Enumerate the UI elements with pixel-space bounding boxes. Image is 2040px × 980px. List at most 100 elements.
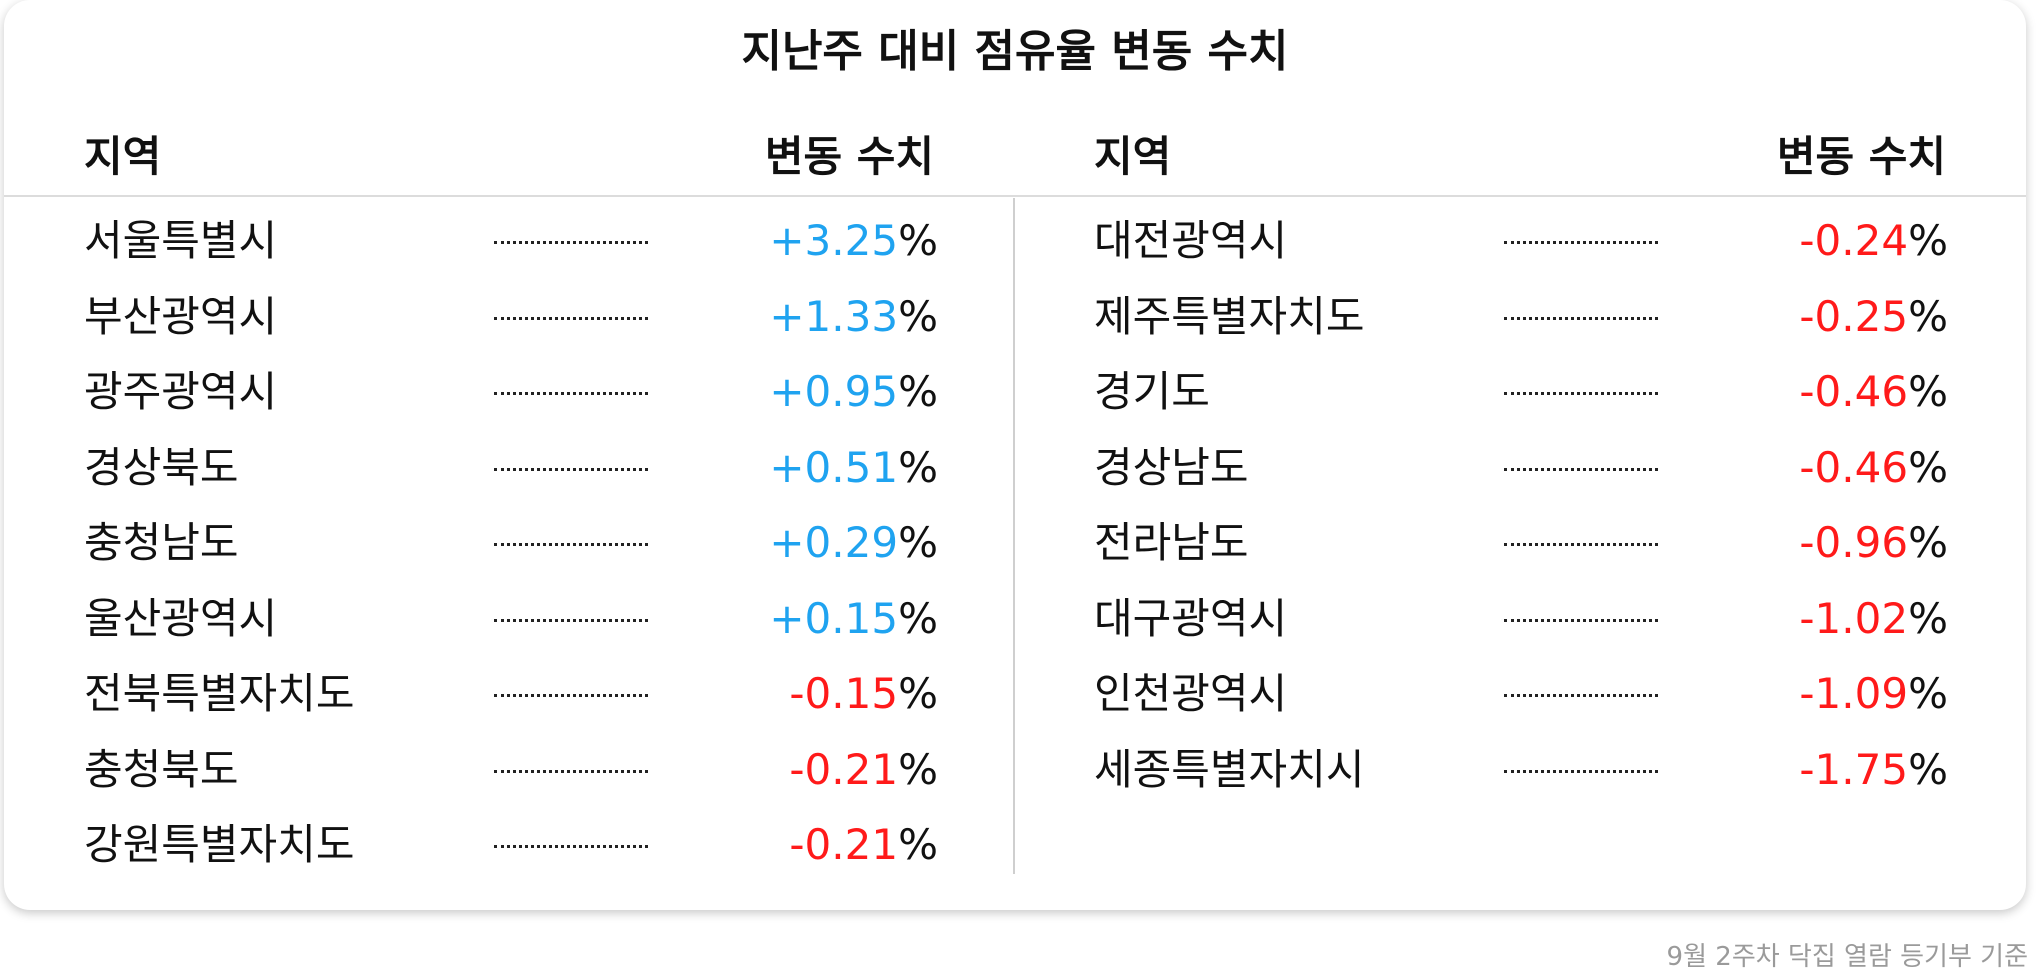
- percent-sign: %: [1908, 669, 1948, 718]
- dotted-leader: [494, 618, 648, 622]
- change-value: -0.15%: [789, 673, 938, 715]
- table-row: 충청북도 -0.21%: [84, 733, 938, 807]
- percent-sign: %: [1908, 518, 1948, 567]
- dotted-leader: [1504, 769, 1658, 773]
- table-row: 충청남도 +0.29%: [84, 506, 938, 580]
- change-number: -0.15: [789, 669, 899, 718]
- dotted-leader: [1504, 543, 1658, 546]
- dotted-leader: [494, 392, 648, 395]
- dotted-leader: [1504, 316, 1658, 320]
- region-name: 세종특별자치시: [1094, 744, 1365, 794]
- change-value: +3.25%: [769, 220, 938, 262]
- percent-sign: %: [898, 442, 938, 492]
- change-number: +3.25: [769, 216, 899, 265]
- dotted-leader: [494, 241, 648, 244]
- change-value: -0.46%: [1799, 371, 1948, 413]
- percent-sign: %: [1908, 442, 1948, 492]
- region-name: 전라남도: [1094, 518, 1249, 567]
- percent-sign: %: [898, 367, 938, 416]
- percent-sign: %: [1908, 593, 1948, 643]
- percent-sign: %: [1908, 216, 1948, 265]
- table-row: 인천광역시 -1.09%: [1094, 657, 1948, 731]
- region-name: 경상북도: [84, 442, 239, 492]
- region-name: 서울특별시: [84, 216, 278, 265]
- change-number: +1.33: [769, 291, 899, 341]
- table-row: 경상북도 +0.51%: [84, 431, 938, 505]
- change-value: -0.21%: [789, 824, 938, 866]
- change-value: -0.25%: [1799, 295, 1948, 338]
- change-value: -1.75%: [1799, 748, 1948, 791]
- dotted-leader: [494, 845, 648, 848]
- change-value: -0.96%: [1799, 522, 1948, 564]
- change-value: +0.95%: [769, 371, 938, 413]
- footnote: 9월 2주차 닥집 열람 등기부 기준: [1666, 942, 2028, 972]
- percent-sign: %: [898, 518, 938, 567]
- table-card: 지난주 대비 점유율 변동 수치 지역 변동 수치 지역 변동 수치 서울특별시…: [4, 0, 2026, 910]
- percent-sign: %: [898, 669, 938, 718]
- dotted-leader: [494, 769, 648, 773]
- change-number: -0.46: [1799, 442, 1909, 492]
- change-value: +0.15%: [769, 597, 938, 640]
- dotted-leader: [494, 543, 648, 546]
- change-number: +0.29: [769, 518, 899, 567]
- dotted-leader: [494, 316, 648, 320]
- region-name: 인천광역시: [1094, 669, 1288, 718]
- left-column-header-change: 변동 수치: [764, 132, 934, 181]
- region-name: 강원특별자치도: [84, 820, 355, 869]
- region-name: 광주광역시: [84, 367, 278, 416]
- table-row: 대전광역시 -0.24%: [1094, 204, 1948, 278]
- dotted-leader: [1504, 392, 1658, 395]
- dotted-leader: [494, 467, 648, 471]
- change-value: -1.09%: [1799, 673, 1948, 715]
- change-number: -0.96: [1799, 518, 1909, 567]
- change-number: -0.21: [789, 744, 899, 794]
- table-row: 광주광역시 +0.95%: [84, 355, 938, 429]
- table-row: 경기도 -0.46%: [1094, 355, 1948, 429]
- left-column-header-region: 지역: [84, 132, 162, 181]
- change-value: +1.33%: [769, 295, 938, 338]
- right-column-header-change: 변동 수치: [1776, 132, 1946, 181]
- change-number: -1.75: [1799, 744, 1909, 794]
- change-value: +0.29%: [769, 522, 938, 564]
- percent-sign: %: [898, 291, 938, 341]
- percent-sign: %: [1908, 367, 1948, 416]
- region-name: 경기도: [1094, 367, 1210, 416]
- change-value: +0.51%: [769, 446, 938, 489]
- dotted-leader: [1504, 694, 1658, 697]
- table-row: 경상남도 -0.46%: [1094, 431, 1948, 505]
- region-name: 대전광역시: [1094, 216, 1288, 265]
- percent-sign: %: [898, 216, 938, 265]
- change-number: +0.95: [769, 367, 899, 416]
- change-value: -0.24%: [1799, 220, 1948, 262]
- table-row: 강원특별자치도 -0.21%: [84, 808, 938, 882]
- table-row: 부산광역시 +1.33%: [84, 280, 938, 354]
- dotted-leader: [1504, 618, 1658, 622]
- region-name: 전북특별자치도: [84, 669, 355, 718]
- table-row: 대구광역시 -1.02%: [1094, 582, 1948, 656]
- table-row: 세종특별자치시 -1.75%: [1094, 733, 1948, 807]
- table-title: 지난주 대비 점유율 변동 수치: [741, 26, 1289, 77]
- region-name: 충청남도: [84, 518, 239, 567]
- change-number: +0.15: [769, 593, 899, 643]
- change-value: -0.21%: [789, 748, 938, 791]
- change-number: -1.09: [1799, 669, 1909, 718]
- percent-sign: %: [898, 820, 938, 869]
- table-row: 울산광역시 +0.15%: [84, 582, 938, 656]
- percent-sign: %: [1908, 291, 1948, 341]
- change-number: -0.25: [1799, 291, 1909, 341]
- right-column-header-region: 지역: [1094, 132, 1172, 181]
- table-row: 제주특별자치도 -0.25%: [1094, 280, 1948, 354]
- change-number: -0.21: [789, 820, 899, 869]
- change-number: -0.24: [1799, 216, 1909, 265]
- region-name: 부산광역시: [84, 291, 278, 341]
- header-divider: [4, 195, 2026, 197]
- dotted-leader: [1504, 467, 1658, 471]
- change-value: -0.46%: [1799, 446, 1948, 489]
- dotted-leader: [494, 694, 648, 697]
- percent-sign: %: [1908, 744, 1948, 794]
- region-name: 경상남도: [1094, 442, 1249, 492]
- table-row: 서울특별시 +3.25%: [84, 204, 938, 278]
- table-row: 전라남도 -0.96%: [1094, 506, 1948, 580]
- table-row: 전북특별자치도 -0.15%: [84, 657, 938, 731]
- change-value: -1.02%: [1799, 597, 1948, 640]
